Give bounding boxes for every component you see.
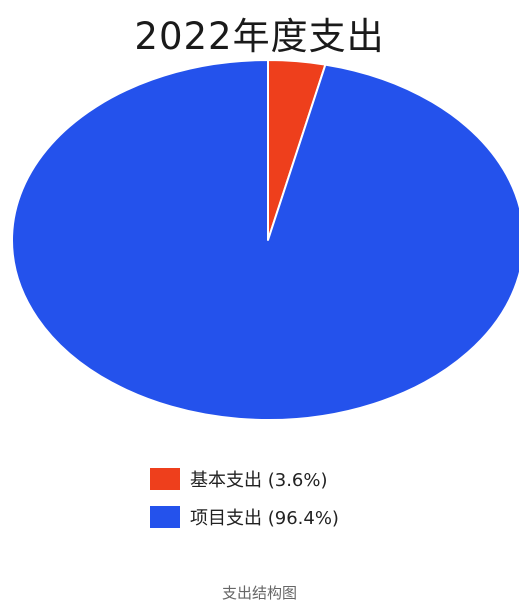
legend-item-project[interactable]: 项目支出 (96.4%): [150, 504, 339, 530]
chart-caption: 支出结构图: [221, 584, 297, 602]
legend-label-basic: 基本支出 (3.6%): [190, 470, 328, 491]
chart-legend: 基本支出 (3.6%) 项目支出 (96.4%): [150, 466, 339, 542]
pie-slice-project[interactable]: [11, 59, 519, 421]
legend-label-project: 项目支出 (96.4%): [190, 508, 339, 529]
legend-swatch-project: [150, 506, 180, 528]
pie-chart: [11, 59, 519, 421]
legend-swatch-basic: [150, 468, 180, 490]
chart-title: 2022年度支出: [134, 15, 385, 58]
legend-item-basic[interactable]: 基本支出 (3.6%): [150, 466, 339, 492]
